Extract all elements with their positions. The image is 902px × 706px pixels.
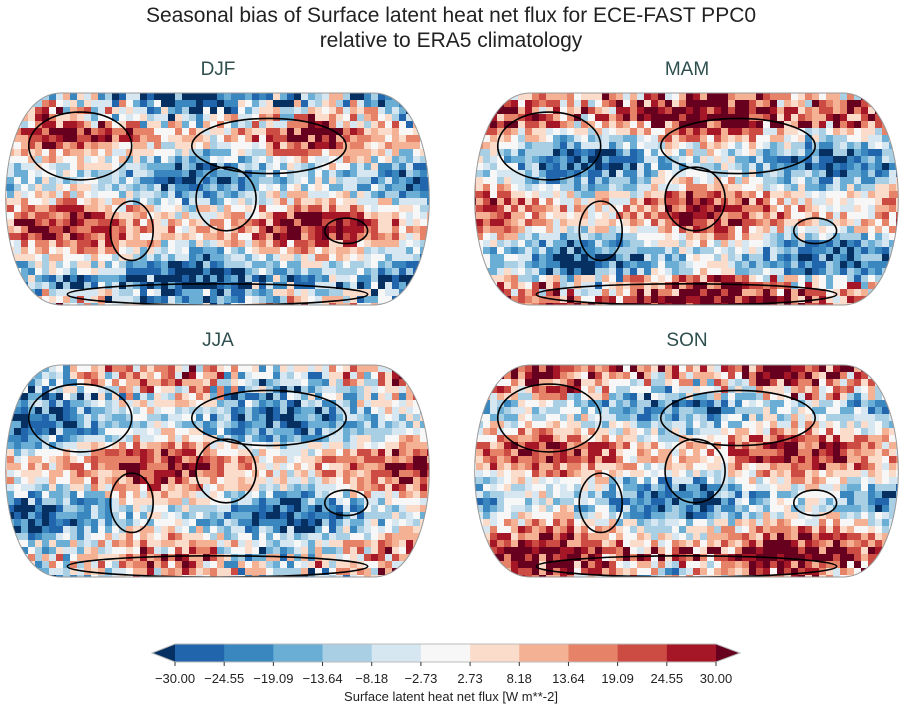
colorbar-label: Surface latent heat net flux [W m**-2]	[344, 689, 558, 704]
colorbar	[150, 643, 742, 663]
map-field-son	[474, 365, 899, 577]
coastline	[109, 472, 154, 534]
coastline	[578, 200, 623, 262]
colorbar-tick-label: −13.64	[302, 671, 343, 686]
map-field-djf	[5, 93, 430, 305]
coastline	[27, 383, 133, 453]
coastline	[659, 389, 817, 447]
map-border	[474, 92, 899, 306]
coastline	[496, 383, 602, 453]
colorbar-over-arrow	[716, 644, 740, 662]
coastline	[578, 472, 623, 534]
coastline	[792, 489, 838, 517]
colorbar-bin	[568, 644, 619, 662]
coastline	[323, 217, 369, 245]
coastline	[190, 389, 348, 447]
colorbar-bin	[371, 644, 422, 662]
map-field-mam	[474, 93, 899, 305]
title-line-1: Seasonal bias of Surface latent heat net…	[145, 4, 757, 27]
map-field-jja	[5, 365, 430, 577]
coastline	[496, 111, 602, 181]
coastline	[323, 489, 369, 517]
colorbar-under-arrow	[152, 644, 175, 662]
colorbar-tick-label: 19.09	[601, 671, 634, 686]
panel-title-djf: DJF	[200, 59, 236, 80]
coastline	[535, 555, 838, 577]
colorbar-tick-label: 8.18	[506, 671, 532, 686]
colorbar-bin	[273, 644, 324, 662]
map-border	[474, 364, 899, 578]
coastline	[27, 111, 133, 181]
colorbar-bin	[175, 644, 225, 662]
panel-title-mam: MAM	[664, 59, 710, 80]
colorbar-tick-label: −19.09	[253, 671, 294, 686]
colorbar-bin	[420, 644, 471, 662]
title-line-2: relative to ERA5 climatology	[319, 29, 583, 52]
panel-title-son: SON	[666, 330, 708, 351]
coastline	[664, 166, 726, 232]
coastline	[664, 438, 726, 504]
panel-title-jja: JJA	[202, 330, 234, 351]
figure-title: Seasonal bias of Surface latent heat net…	[0, 3, 902, 53]
colorbar-tick-label: −30.00	[154, 671, 196, 686]
colorbar-bin	[224, 644, 274, 662]
coastline	[792, 217, 838, 245]
colorbar-bin	[322, 644, 373, 662]
coastline	[109, 200, 154, 262]
coastline	[195, 166, 257, 232]
colorbar-tick-label: 13.64	[552, 671, 585, 686]
colorbar-bin	[666, 644, 717, 662]
coastline	[190, 117, 348, 175]
colorbar-bin	[519, 644, 569, 662]
colorbar-tick-label: −8.18	[355, 671, 389, 686]
colorbar-bin	[470, 644, 520, 662]
coastline	[195, 438, 257, 504]
colorbar-tick-label: 30.00	[699, 671, 733, 686]
coastline	[66, 555, 369, 577]
map-border	[5, 364, 430, 578]
colorbar-bin	[617, 644, 668, 662]
colorbar-tick-label: −2.73	[404, 671, 438, 686]
colorbar-tick-label: 24.55	[650, 671, 684, 686]
colorbar-tick-label: 2.73	[457, 671, 483, 686]
colorbar-tick-label: −24.55	[204, 671, 245, 686]
map-border	[5, 92, 430, 306]
coastline	[659, 117, 817, 175]
